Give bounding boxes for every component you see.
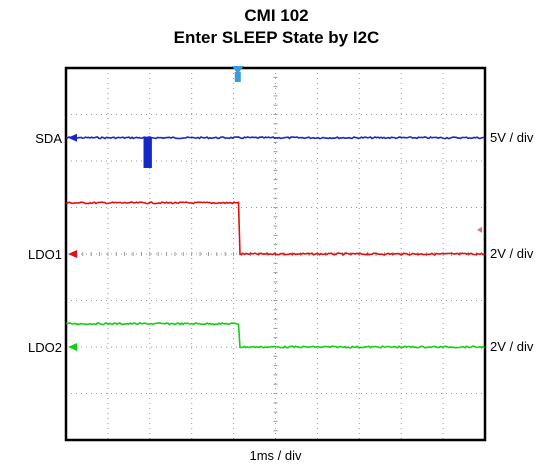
trigger-marker-icon: [231, 66, 244, 74]
series-name-label: SDA: [35, 131, 62, 146]
reference-marker-icon: [477, 226, 482, 233]
series-name-label: LDO1: [28, 247, 62, 262]
series-ldo1-trace: [65, 201, 485, 256]
series-scale-label: 2V / div: [490, 339, 534, 354]
chart-title: CMI 102: [244, 6, 309, 25]
series-ldo2-trace: [65, 322, 485, 349]
series-sda-trace: [65, 136, 485, 140]
plot-frame: [64, 66, 487, 442]
trigger-marker-stem: [234, 72, 241, 82]
series-ldo1-marker-icon: [68, 250, 77, 258]
series-sda-marker-icon: [68, 133, 77, 142]
x-axis-label: 1ms / div: [249, 448, 302, 463]
series-scale-label: 5V / div: [490, 130, 534, 145]
series-ldo2-marker-icon: [68, 343, 77, 351]
series-name-label: LDO2: [28, 340, 62, 355]
series-sda-pulse: [143, 137, 152, 168]
series-scale-label: 2V / div: [490, 246, 534, 261]
chart-subtitle: Enter SLEEP State by I2C: [173, 28, 380, 47]
